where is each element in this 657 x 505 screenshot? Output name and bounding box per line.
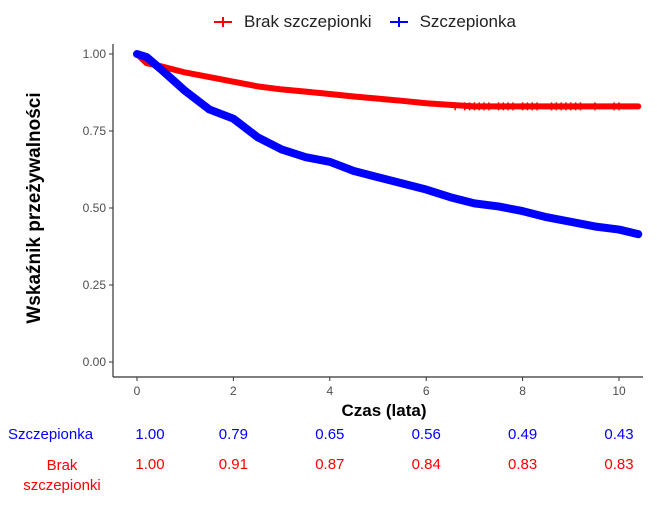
series-line-szczepionka — [133, 50, 643, 239]
x-tick-label: 8 — [519, 384, 526, 398]
risk-value: 0.84 — [411, 456, 441, 473]
y-axis-label: Wskaźnik przeżywalności — [24, 92, 45, 323]
risk-value: 0.65 — [315, 426, 345, 443]
x-axis-label: Czas (lata) — [341, 401, 426, 420]
risk-row: Brak szczepionki 1.00 0.91 0.87 0.84 0.83 0.83 — [0, 456, 657, 494]
survival-chart: 0.000.250.500.751.000 2 4 6 8 10 Czas (lata) … — [24, 44, 643, 420]
legend-label: Brak szczepionki — [244, 12, 372, 31]
risk-value: 0.56 — [411, 426, 441, 443]
legend-item-szczepionka: Szczepionka — [388, 12, 516, 32]
series-layer — [133, 50, 643, 239]
legend-label: Szczepionka — [419, 12, 516, 31]
risk-row-label-line: Brak — [46, 457, 78, 474]
risk-value: 0.91 — [218, 456, 248, 473]
x-tick-label: 10 — [612, 384, 626, 398]
y-tick-label: 1.00 — [83, 47, 107, 61]
legend: Brak szczepionki Szczepionka — [212, 12, 532, 32]
x-tick-label: 6 — [423, 384, 430, 398]
risk-value: 0.79 — [218, 426, 248, 443]
x-tick-label: 4 — [326, 384, 333, 398]
legend-swatch-blue-icon — [388, 15, 410, 29]
y-tick-label: 0.00 — [83, 355, 107, 369]
risk-row: Szczepionka 1.00 0.79 0.65 0.56 0.49 0.43 — [0, 426, 657, 448]
risk-value: 1.00 — [135, 456, 165, 473]
x-tick-label: 2 — [230, 384, 237, 398]
y-tick-label: 0.50 — [83, 201, 107, 215]
risk-value: 0.83 — [507, 456, 538, 473]
axes: 0.00 0.25 0.50 0.75 1.00 0 2 4 6 8 10 — [83, 44, 643, 398]
y-tick-label: 0.25 — [83, 278, 107, 292]
series-line-brak-szczepionki — [134, 51, 642, 110]
y-tick-label: 0.75 — [83, 124, 107, 138]
risk-value: 0.83 — [604, 456, 634, 473]
risk-row-label-line: szczepionki — [23, 477, 101, 494]
risk-value: 0.43 — [604, 426, 634, 443]
x-tick-label: 0 — [134, 384, 141, 398]
risk-row-label: Szczepionka — [8, 426, 94, 443]
risk-value: 1.00 — [135, 426, 165, 443]
risk-row-label: Brak szczepionki — [6, 456, 118, 496]
risk-value: 0.49 — [507, 426, 538, 443]
legend-swatch-red-icon — [212, 15, 234, 29]
risk-value: 0.87 — [315, 456, 345, 473]
legend-item-brak-szczepionki: Brak szczepionki — [212, 12, 372, 32]
